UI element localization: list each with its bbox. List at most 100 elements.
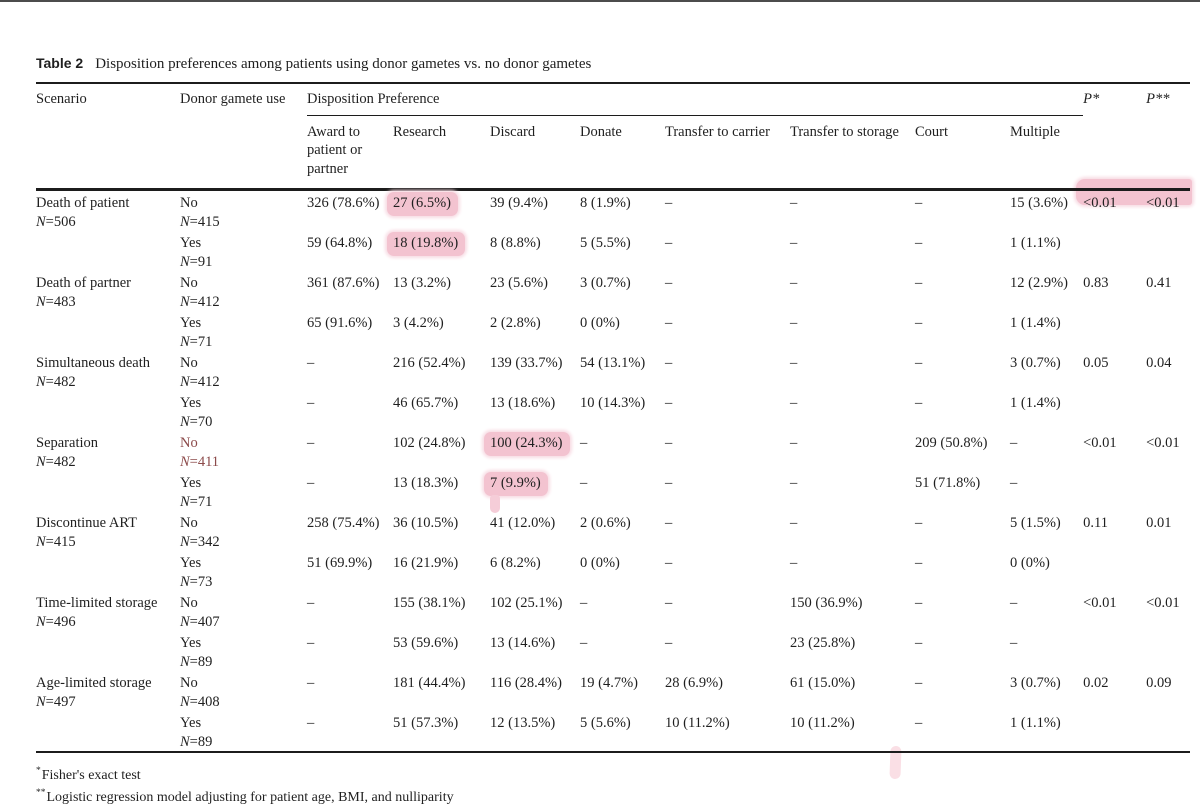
- value-cell: 16 (21.9%): [393, 551, 490, 591]
- value-cell: –: [665, 431, 790, 471]
- value-cell: 12 (2.9%): [1010, 271, 1083, 311]
- cell-value: 16 (21.9%): [393, 555, 459, 571]
- scenario-name: Simultaneous death: [36, 355, 150, 371]
- p-value-cell: 0.83: [1083, 271, 1146, 311]
- table-row: Death of partner N=483 No N=412 361 (87.6%) 1…: [36, 271, 1190, 311]
- cell-value: –: [580, 595, 588, 611]
- cell-value: –: [307, 635, 315, 651]
- donor-use-n: N=407: [180, 613, 220, 630]
- p-value-cell: <0.01: [1083, 431, 1146, 471]
- cell-value: –: [915, 195, 923, 211]
- value-cell: 51 (71.8%): [915, 471, 1010, 511]
- cell-value: –: [915, 635, 923, 651]
- cell-value: –: [915, 555, 923, 571]
- donor-use-cell: No N=415: [180, 190, 307, 232]
- cell-value: –: [665, 275, 673, 291]
- value-cell: –: [915, 271, 1010, 311]
- cell-value: –: [790, 275, 798, 291]
- cell-value: 2 (0.6%): [580, 515, 631, 531]
- table-caption: Table 2 Disposition preferences among pat…: [36, 55, 1200, 73]
- col-header-donor-gamete-use: Donor gamete use: [180, 91, 286, 107]
- p-value-cell: 0.04: [1146, 351, 1190, 391]
- cell-value: –: [1010, 475, 1018, 491]
- value-cell: –: [1010, 471, 1083, 511]
- value-cell: 216 (52.4%): [393, 351, 490, 391]
- value-cell: –: [915, 311, 1010, 351]
- cell-value: 181 (44.4%): [393, 675, 466, 691]
- value-cell: –: [665, 311, 790, 351]
- value-cell: 1 (1.1%): [1010, 231, 1083, 271]
- donor-use-n: N=342: [180, 533, 220, 550]
- cell-value: 18 (19.8%): [387, 232, 466, 256]
- cell-value: 5 (5.5%): [580, 235, 631, 251]
- cell-value: 59 (64.8%): [307, 235, 373, 251]
- donor-use-cell: Yes N=89: [180, 631, 307, 671]
- donor-use-value: Yes: [180, 555, 202, 571]
- value-cell: 150 (36.9%): [790, 591, 915, 631]
- scenario-cell: Discontinue ART N=415: [36, 511, 180, 591]
- cell-value: –: [307, 435, 315, 451]
- cell-value: 0 (0%): [580, 315, 620, 331]
- scenario-name: Death of patient: [36, 195, 130, 211]
- value-cell: –: [307, 351, 393, 391]
- cell-value: 1 (1.4%): [1010, 395, 1061, 411]
- value-cell: –: [915, 711, 1010, 752]
- cell-value: –: [665, 515, 673, 531]
- donor-use-value: Yes: [180, 715, 202, 731]
- scenario-n: N=482: [36, 373, 76, 390]
- value-cell: 0 (0%): [580, 311, 665, 351]
- scenario-n: N=482: [36, 453, 76, 470]
- value-cell: –: [307, 671, 393, 711]
- scenario-name: Discontinue ART: [36, 515, 138, 531]
- p-value: <0.01: [1083, 435, 1117, 451]
- cell-value: –: [665, 355, 673, 371]
- table-row: Simultaneous death N=482 No N=412 – 216 (52.4…: [36, 351, 1190, 391]
- donor-use-cell: No N=412: [180, 271, 307, 311]
- value-cell: –: [307, 591, 393, 631]
- table-caption-text: Disposition preferences among patients u…: [95, 56, 592, 72]
- cell-value: –: [790, 395, 798, 411]
- cell-value: –: [1010, 435, 1018, 451]
- col-header-p-regression: P**: [1146, 91, 1170, 107]
- donor-use-cell: Yes N=70: [180, 391, 307, 431]
- cell-value: –: [915, 515, 923, 531]
- value-cell: 51 (69.9%): [307, 551, 393, 591]
- value-cell: 13 (18.3%): [393, 471, 490, 511]
- value-cell: –: [580, 631, 665, 671]
- table-body: Death of patient N=506 No N=415 326 (78.6%) 2…: [36, 190, 1190, 753]
- donor-use-cell: Yes N=91: [180, 231, 307, 271]
- cell-value: 23 (5.6%): [490, 275, 548, 291]
- donor-use-cell: Yes N=89: [180, 711, 307, 752]
- footnote-text: Fisher's exact test: [41, 768, 141, 783]
- value-cell: –: [665, 271, 790, 311]
- scenario-name: Separation: [36, 435, 99, 451]
- value-cell: 3 (0.7%): [580, 271, 665, 311]
- cell-value: 51 (69.9%): [307, 555, 373, 571]
- cell-value: –: [790, 315, 798, 331]
- donor-use-n: N=73: [180, 573, 213, 590]
- donor-use-value: No: [180, 355, 198, 371]
- cell-value: –: [665, 435, 673, 451]
- value-cell: –: [790, 231, 915, 271]
- value-cell: 8 (8.8%): [490, 231, 580, 271]
- value-cell: –: [1010, 591, 1083, 631]
- cell-value: 65 (91.6%): [307, 315, 373, 331]
- value-cell: 18 (19.8%): [387, 231, 490, 271]
- cell-value: 19 (4.7%): [580, 675, 638, 691]
- value-cell: 102 (24.8%): [393, 431, 490, 471]
- value-cell: –: [790, 391, 915, 431]
- cell-value: –: [790, 435, 798, 451]
- cell-value: –: [665, 555, 673, 571]
- cell-value: –: [580, 635, 588, 651]
- highlight-mark-pvalues: [1076, 179, 1192, 205]
- cell-value: 102 (25.1%): [490, 595, 563, 611]
- value-cell: –: [665, 231, 790, 271]
- value-cell: –: [915, 631, 1010, 671]
- value-cell: 8 (1.9%): [580, 190, 665, 232]
- value-cell: 23 (25.8%): [790, 631, 915, 671]
- value-cell: 3 (4.2%): [393, 311, 490, 351]
- p-value-cell: <0.01: [1083, 591, 1146, 631]
- cell-value: 5 (1.5%): [1010, 515, 1061, 531]
- col-header-discard: Discard: [490, 123, 536, 140]
